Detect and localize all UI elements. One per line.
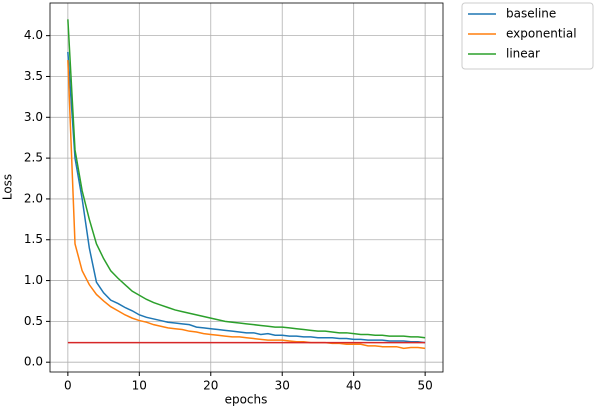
y-tick-label: 2.0 (24, 191, 43, 205)
x-tick-label: 50 (417, 379, 432, 393)
x-tick-label: 40 (346, 379, 361, 393)
x-tick-label: 20 (203, 379, 218, 393)
x-axis-label: epochs (225, 393, 268, 407)
x-tick-label: 30 (275, 379, 290, 393)
y-axis-label: Loss (1, 174, 15, 200)
legend-label: baseline (506, 7, 556, 21)
legend-label: linear (506, 47, 540, 61)
legend: baseline exponential linear (461, 2, 594, 70)
y-tick-label: 3.0 (24, 110, 43, 124)
y-tick-label: 0.0 (24, 355, 43, 369)
series-line (67, 60, 426, 350)
x-tick-label: 10 (132, 379, 147, 393)
y-tick-label: 1.0 (24, 273, 43, 287)
y-tick-label: 0.5 (24, 314, 43, 328)
y-tick-label: 1.5 (24, 232, 43, 246)
y-tick-label: 4.0 (24, 28, 43, 42)
series-line (67, 19, 426, 339)
series-line (67, 51, 426, 344)
legend-box (461, 2, 594, 70)
y-tick-label: 3.5 (24, 69, 43, 83)
x-tick-label: 0 (64, 379, 72, 393)
legend-label: exponential (506, 27, 577, 41)
plot-frame (49, 2, 444, 373)
y-tick-label: 2.5 (24, 151, 43, 165)
